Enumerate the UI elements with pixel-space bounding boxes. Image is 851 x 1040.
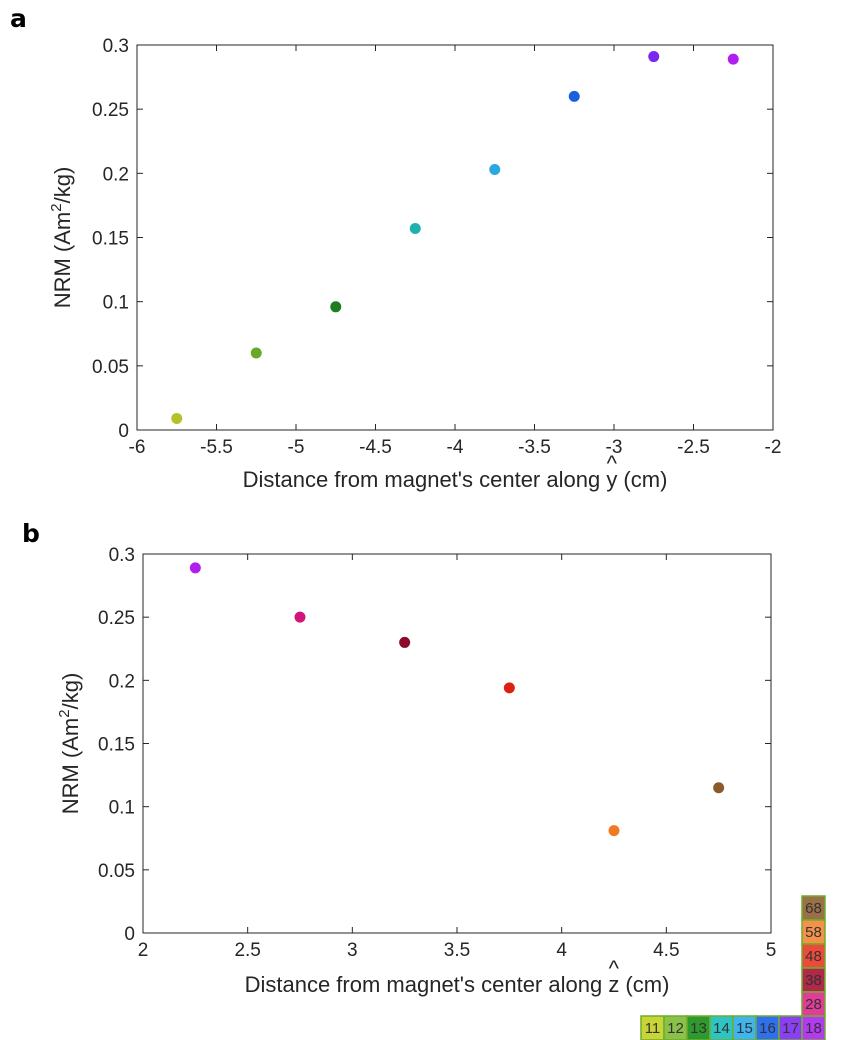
x-tick-label: -2.5 (677, 437, 710, 458)
x-tick-label: -6 (129, 437, 146, 458)
x-tick-label: 2.5 (234, 940, 260, 961)
data-point (608, 825, 620, 837)
key-cell-label: 13 (690, 1020, 707, 1037)
key-cell-label: 48 (805, 948, 822, 965)
chart-panel-a: -6 -5.5 -5 -4.5 -4 -3.5 -3 -2.5 -2 0 0.05 0.1 0.15 0.… (48, 36, 781, 492)
plot-area-box (142, 553, 772, 934)
y-tick-label: 0.1 (109, 798, 135, 819)
x-tick-label: 4 (556, 940, 567, 961)
panel-a-label: a (10, 4, 27, 33)
key-cell-label: 38 (805, 972, 822, 989)
hat-accent: ^ (607, 451, 618, 476)
data-point (503, 682, 515, 694)
x-tick-label: 3 (347, 940, 358, 961)
x-tick-label: -3 (606, 437, 623, 458)
hat-accent: ^ (609, 956, 620, 981)
y-tick-label: 0.2 (103, 164, 129, 185)
key-cell-label: 18 (805, 1020, 822, 1037)
data-point (648, 51, 660, 63)
y-axis-label: NRM (Am2/kg) (56, 673, 83, 815)
key-cell-label: 16 (759, 1020, 776, 1037)
plot-area-box (136, 44, 774, 431)
x-tick-label: 3.5 (444, 940, 470, 961)
y-tick-label: 0.3 (109, 545, 135, 566)
y-tick-label: 0.05 (98, 861, 135, 882)
y-tick-label: 0.25 (98, 608, 135, 629)
x-tick-label: 4.5 (653, 940, 679, 961)
y-tick-label: 0.1 (103, 293, 129, 314)
x-tick-label: 2 (138, 940, 149, 961)
x-tick-label: -4.5 (359, 437, 392, 458)
chart-panel-b: 2 2.5 3 3.5 4 4.5 5 0 0.05 0.1 0.15 0.2 0.25 0.3 Dista… (56, 545, 776, 997)
data-point (189, 562, 201, 574)
sample-position-key: 11 12 13 14 15 16 17 18 68 58 48 38 28 (640, 895, 826, 1040)
x-tick-label: -4 (447, 437, 464, 458)
key-cell-label: 68 (805, 900, 822, 917)
key-cell-label: 17 (782, 1020, 799, 1037)
key-cell-label: 11 (645, 1020, 661, 1037)
x-tick-label: 5 (766, 940, 777, 961)
y-tick-label: 0.3 (103, 36, 129, 57)
y-tick-label: 0.2 (109, 671, 135, 692)
axis-variable: z (608, 972, 619, 997)
data-point (250, 347, 262, 359)
key-cell (801, 991, 826, 1017)
y-tick-label: 0.15 (92, 229, 129, 250)
x-tick-label: -2 (765, 437, 782, 458)
axis-variable: y (606, 467, 617, 492)
data-point (399, 636, 411, 648)
data-point (489, 163, 501, 175)
x-axis-label: Distance from magnet's center along z (c… (245, 972, 670, 997)
key-cell-label: 15 (736, 1020, 753, 1037)
y-tick-label: 0.05 (92, 357, 129, 378)
data-point (727, 53, 739, 65)
data-point (713, 782, 725, 794)
x-axis-label: Distance from magnet's center along y (c… (243, 467, 668, 492)
key-cell-label: 28 (805, 996, 822, 1013)
y-tick-label: 0 (124, 924, 135, 945)
data-point (568, 90, 580, 102)
x-tick-label: -5.5 (200, 437, 233, 458)
data-point (330, 301, 342, 313)
panel-b-label: b (22, 519, 40, 548)
key-cell-label: 12 (667, 1020, 684, 1037)
y-axis-label: NRM (Am2/kg) (48, 167, 75, 309)
data-point (171, 412, 183, 424)
y-tick-label: 0.15 (98, 735, 135, 756)
data-point (409, 223, 421, 235)
key-cell-label: 14 (713, 1020, 730, 1037)
y-tick-label: 0.25 (92, 100, 129, 121)
key-cell-label: 58 (805, 924, 822, 941)
x-tick-label: -3.5 (518, 437, 551, 458)
x-tick-label: -5 (288, 437, 305, 458)
y-tick-label: 0 (118, 421, 129, 442)
data-point (294, 611, 306, 623)
